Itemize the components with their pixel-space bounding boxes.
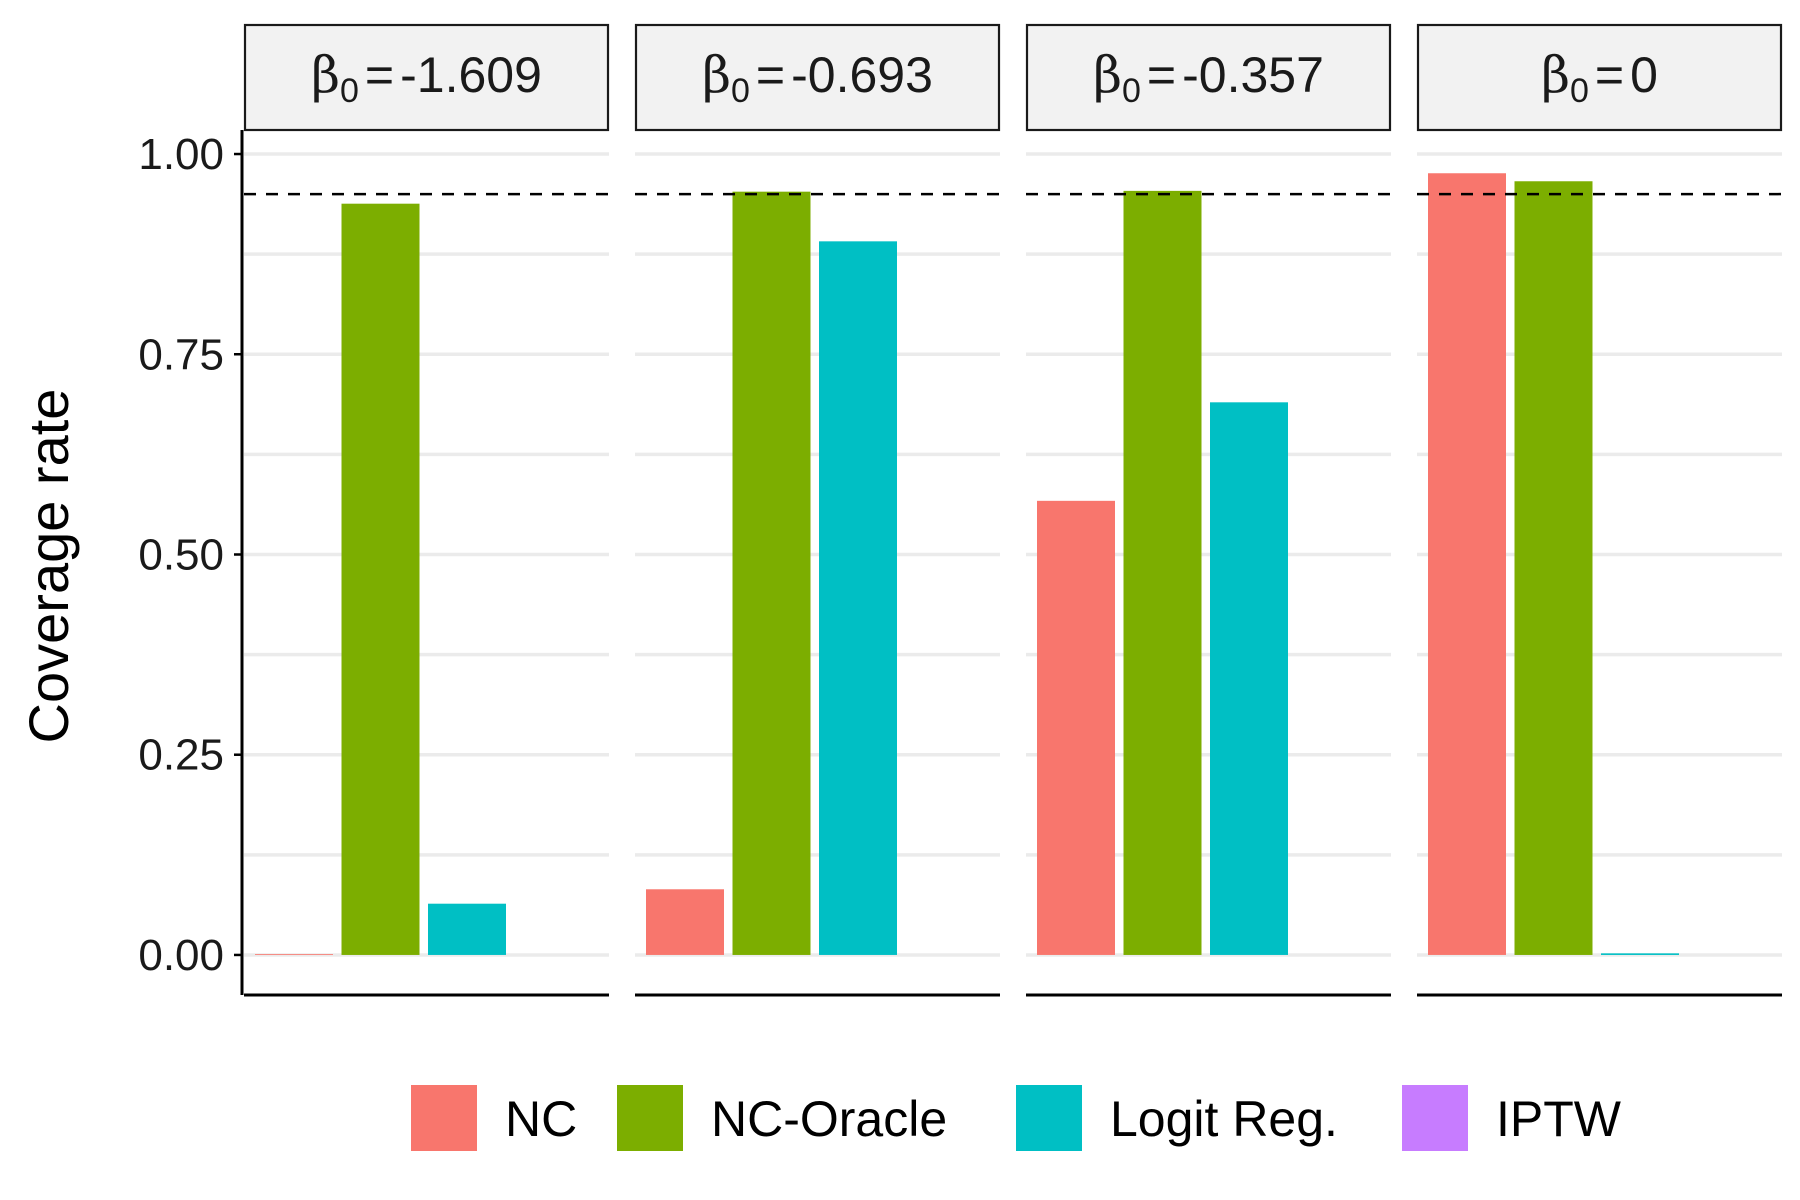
y-tick-label: 1.00 [138,130,224,179]
legend-item: IPTW [1402,1085,1622,1151]
legend-label: NC [505,1091,577,1147]
facet-strip [1025,23,1392,132]
facet-strip-label: β0 = -0.357 [1093,46,1324,110]
y-tick-label: 0.50 [138,530,224,579]
facet-panel: β0 = 0 [1416,23,1783,997]
bar-logit-reg [428,903,506,955]
bar-nc [255,954,333,955]
bar-nc-oracle [1123,190,1202,955]
facet-strip-label: β0 = 0 [1541,46,1658,110]
legend-label: NC-Oracle [711,1091,947,1147]
bar-logit-reg [1601,953,1679,955]
legend-label: Logit Reg. [1110,1091,1338,1147]
facet-panel: β0 = -0.357 [1025,23,1392,997]
facet-panels: β0 = -1.609 β0 = -0.693 β0 = -0.357 β0 = 0 [243,23,1783,997]
legend-swatch [617,1085,683,1151]
y-axis: 0.00 0.25 0.50 0.75 1.00 [138,130,244,995]
legend-item: NC-Oracle [617,1085,947,1151]
legend: NC NC-Oracle Logit Reg. IPTW [411,1085,1622,1151]
bar-nc [1037,500,1115,955]
y-tick-label: 0.25 [138,731,224,780]
y-axis-label: Coverage rate [17,389,80,744]
bar-logit-reg [1210,402,1288,955]
bar-nc-oracle [732,191,811,955]
facet-strip [243,23,610,132]
bar-nc [1428,173,1506,955]
y-tick-label: 0.75 [138,330,224,379]
legend-label: IPTW [1496,1091,1622,1147]
legend-swatch [411,1085,477,1151]
legend-swatch [1016,1085,1082,1151]
facet-strip-label: β0 = -1.609 [311,46,542,110]
facet-panel: β0 = -1.609 [243,23,610,997]
bar-nc [646,889,724,955]
facet-strip [1416,23,1783,132]
legend-swatch [1402,1085,1468,1151]
bar-logit-reg [819,241,897,955]
legend-item: NC [411,1085,577,1151]
facet-strip-label: β0 = -0.693 [702,46,933,110]
facet-panel: β0 = -0.693 [634,23,1001,997]
bar-nc-oracle [341,203,420,955]
facet-strip [634,23,1001,132]
bar-nc-oracle [1514,181,1593,955]
legend-item: Logit Reg. [1016,1085,1338,1151]
y-tick-label: 0.00 [138,931,224,980]
